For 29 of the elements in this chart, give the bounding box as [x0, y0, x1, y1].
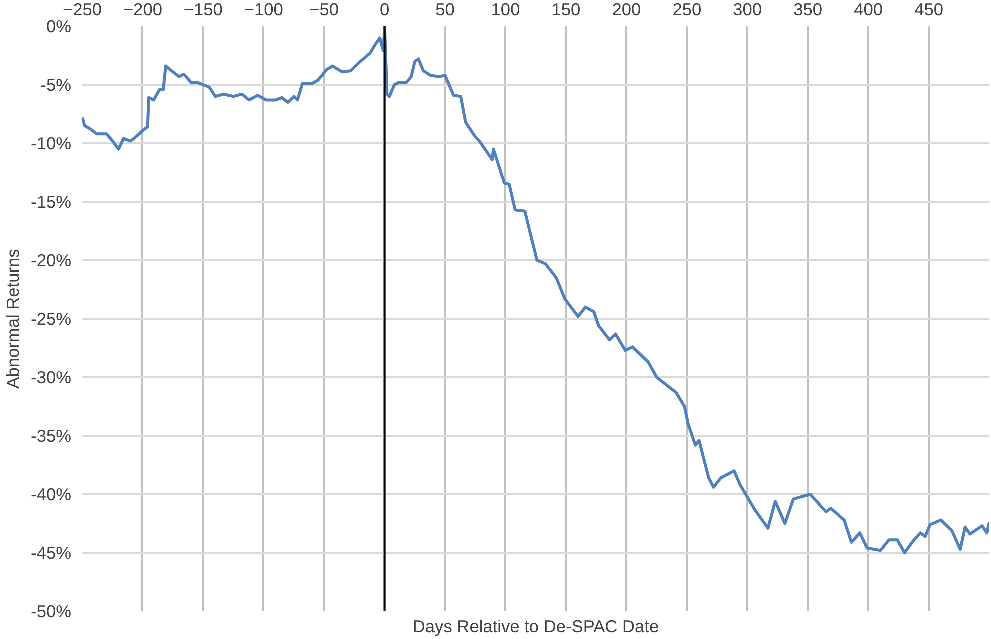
y-tick-label: -50%: [31, 602, 72, 622]
y-tick-label: -25%: [31, 309, 72, 329]
y-tick-label: -20%: [31, 250, 72, 270]
x-tick-label: 0: [380, 0, 390, 20]
x-tick-label: 150: [552, 0, 581, 20]
x-tick-label: −200: [123, 0, 162, 20]
y-tick-label: -30%: [31, 368, 72, 388]
line-series: [82, 26, 990, 554]
x-tick-label: −150: [184, 0, 223, 20]
x-tick-label: −250: [62, 0, 102, 20]
y-tick-label: -40%: [31, 484, 72, 504]
y-axis-title: Abnormal Returns: [3, 248, 24, 389]
y-tick-label: -35%: [31, 426, 72, 446]
x-tick-label: 450: [914, 0, 944, 20]
x-tick-label: 400: [854, 0, 884, 20]
y-tick-label: -10%: [31, 134, 72, 154]
y-tick-label: -5%: [40, 75, 72, 95]
x-tick-label: 300: [733, 0, 762, 20]
x-tick-label: −100: [244, 0, 284, 20]
y-tick-label: -15%: [31, 192, 72, 212]
x-tick-label: 50: [436, 0, 455, 20]
y-tick-label: 0%: [46, 16, 72, 36]
x-tick-label: 100: [491, 0, 520, 20]
x-tick-label: −50: [310, 0, 340, 20]
y-tick-label: -45%: [31, 543, 72, 563]
x-axis-title: Days Relative to De-SPAC Date: [412, 616, 660, 636]
x-tick-label: 250: [672, 0, 702, 20]
x-tick-label: 200: [612, 0, 642, 20]
x-tick-label: 350: [794, 0, 823, 20]
